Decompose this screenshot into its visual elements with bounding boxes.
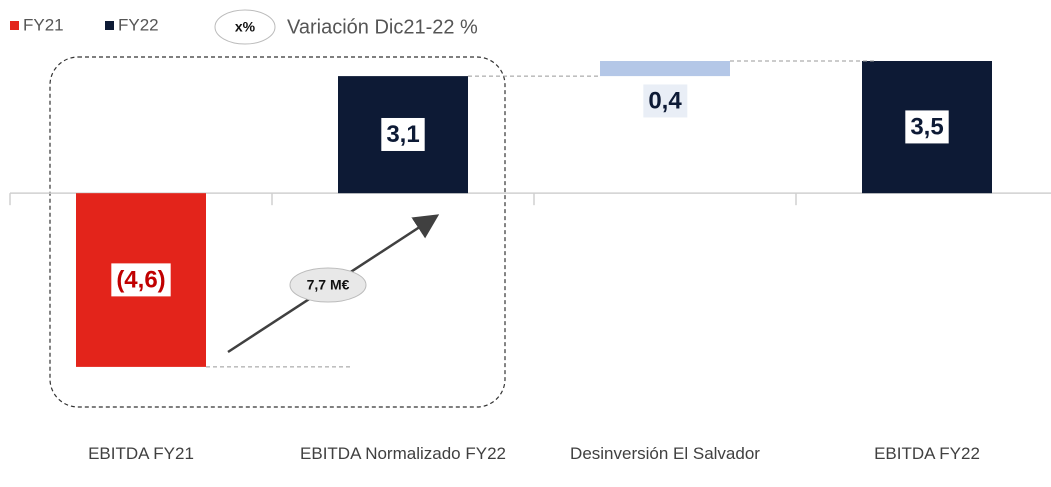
value-label-box (381, 117, 425, 151)
annotation-bubble (289, 267, 367, 303)
legend-swatch (10, 21, 19, 30)
value-label-box (111, 263, 171, 297)
value-label: 0,4 (648, 87, 682, 114)
x-tick-label: EBITDA FY22 (874, 444, 980, 463)
value-label-box (643, 84, 688, 118)
value-label: 3,5 (910, 113, 943, 140)
annotation: 7,7 M€ (307, 277, 350, 293)
x-tick-label: EBITDA Normalizado FY22 (300, 444, 506, 463)
value-label-box (905, 110, 949, 144)
legend-annotation-label: Variación Dic21-22 % (287, 16, 478, 38)
value-label: (4,6) (116, 266, 165, 293)
x-tick-label: Desinversión El Salvador (570, 444, 760, 463)
legend-label: FY21 (23, 15, 64, 34)
legend-label: FY22 (118, 15, 159, 34)
x-tick-label: EBITDA FY21 (88, 444, 194, 463)
legend-annotation: x% (235, 19, 256, 35)
highlight-box (49, 56, 506, 408)
legend-swatch (105, 21, 114, 30)
value-label: 3,1 (386, 121, 419, 148)
legend-bubble (214, 9, 276, 45)
bar (600, 61, 730, 77)
